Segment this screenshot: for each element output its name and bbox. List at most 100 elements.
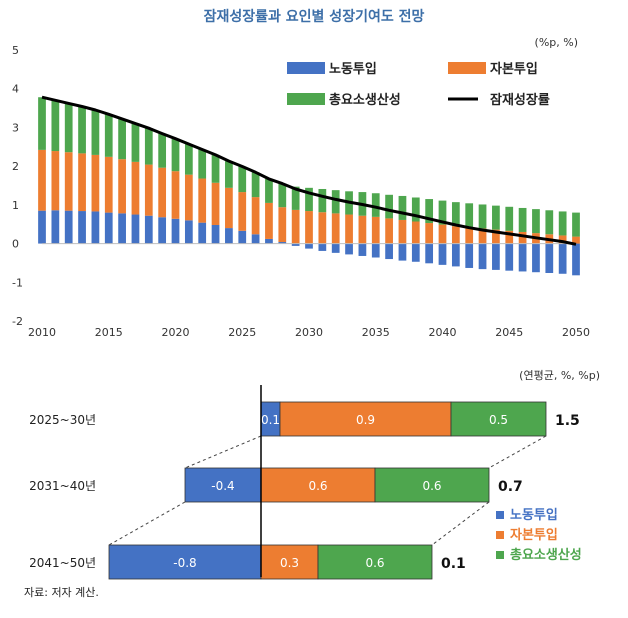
y-tick-label: 4 (12, 83, 19, 96)
bar-segment-capital (265, 202, 273, 239)
bar-segment-tfp (251, 172, 260, 198)
bar-segment-capital (345, 214, 353, 244)
bar-segment-tfp (545, 210, 554, 235)
value-label-capital: 0.3 (280, 556, 299, 570)
bar-segment-labor (398, 243, 407, 261)
bar-segment-labor (184, 220, 193, 244)
bar-segment-labor (411, 243, 420, 262)
bar-segment-labor (131, 214, 140, 244)
bar-segment-capital (184, 174, 193, 221)
legend-label-line: 잠재성장률 (490, 92, 550, 108)
bar-segment-labor (572, 243, 580, 276)
bar-segment-labor (451, 243, 460, 267)
value-label-tfp: 0.6 (422, 479, 441, 493)
bar-tfp (317, 544, 433, 580)
bar-segment-capital (211, 182, 220, 225)
value-label-labor: -0.8 (173, 556, 196, 570)
bar-segment-labor (64, 210, 73, 244)
legend-swatch (496, 551, 504, 559)
bar-segment-tfp (572, 212, 580, 237)
bar-capital (260, 544, 319, 580)
bar-segment-tfp (465, 203, 474, 228)
bar-segment-capital (411, 221, 420, 244)
bar-segment-tfp (144, 128, 153, 165)
period-label: 2031~40년 (29, 479, 96, 493)
bar-segment-labor (78, 211, 86, 244)
bar-segment-capital (91, 154, 100, 212)
bar-segment-labor (532, 243, 540, 273)
legend-label: 노동투입 (510, 508, 558, 523)
total-label: 0.7 (498, 479, 523, 495)
x-tick-label: 2020 (162, 326, 190, 339)
total-label: 1.5 (555, 413, 580, 429)
bar-segment-capital (478, 228, 487, 244)
bar-segment-tfp (64, 103, 73, 153)
top-stacked-bar-chart: -2 -1 0 1 2 3 4 5 2010 2015 2020 2025 2030 2035 2040 20… (12, 36, 590, 339)
bar-segment-capital (171, 171, 180, 219)
x-tick-label: 2040 (429, 326, 457, 339)
bar-labor (108, 544, 262, 580)
bar-segment-capital (144, 164, 153, 216)
bar-segment-tfp (398, 195, 407, 220)
bar-segment-labor (51, 210, 60, 244)
potential-growth-line (41, 95, 577, 246)
source-note: 자료: 저자 계산. (24, 586, 99, 599)
bar-segment-capital (451, 226, 460, 244)
value-label-tfp: 0.5 (489, 413, 508, 427)
bar-segment-labor (358, 243, 367, 256)
legend-swatch-tfp (287, 93, 325, 105)
bar-segment-labor (144, 215, 153, 244)
bar-segment-labor (545, 243, 554, 273)
bar-segment-labor (91, 211, 100, 244)
y-tick-label: -2 (12, 315, 23, 328)
bar-segment-tfp (331, 190, 340, 214)
connector-left (184, 435, 262, 469)
bar-tfp (374, 467, 490, 503)
bar-segment-tfp (131, 123, 140, 162)
bar-capital (260, 467, 376, 503)
bar-segment-tfp (38, 97, 46, 150)
bar-segment-labor (158, 217, 167, 244)
y-tick-label: -1 (12, 276, 23, 289)
x-tick-label: 2045 (495, 326, 523, 339)
bar-segment-labor (238, 230, 247, 244)
bar-segment-labor (438, 243, 447, 265)
bar-segment-tfp (371, 193, 380, 217)
bar-segment-labor (331, 243, 340, 253)
bar-segment-capital (425, 223, 434, 244)
period-label: 2041~50년 (29, 556, 96, 570)
bar-capital (279, 401, 452, 437)
bar-segment-labor (305, 243, 313, 249)
bar-segment-labor (465, 243, 474, 268)
legend-label-capital: 자본투입 (490, 62, 538, 77)
bar-segment-labor (251, 234, 260, 244)
value-label-labor: 0.1 (261, 413, 280, 427)
bar-segment-tfp (104, 114, 113, 157)
bar-segment-tfp (238, 166, 247, 193)
bar-segment-capital (131, 161, 140, 215)
bar-segment-capital (64, 152, 73, 211)
x-tick-label: 2025 (228, 326, 256, 339)
bar-segment-capital (331, 213, 340, 244)
bar-tfp (450, 401, 547, 437)
x-tick-label: 2015 (95, 326, 123, 339)
bar-segment-capital (572, 236, 580, 244)
value-label-tfp: 0.6 (365, 556, 384, 570)
bar-segment-labor (278, 242, 287, 244)
bar-segment-capital (318, 212, 327, 244)
bar-segment-labor (38, 210, 46, 244)
bar-segment-labor (558, 243, 567, 274)
bar-segment-capital (158, 167, 167, 218)
bar-segment-tfp (118, 118, 126, 160)
bar-segment-capital (558, 235, 567, 244)
bar-segment-capital (251, 197, 260, 235)
bar-segment-tfp (385, 194, 393, 219)
bar-segment-capital (492, 229, 500, 244)
x-tick-label: 2030 (295, 326, 323, 339)
bar-segment-capital (38, 149, 46, 211)
bar-segment-tfp (291, 186, 300, 210)
bar-segment-capital (385, 218, 393, 244)
bar-segment-capital (505, 230, 514, 244)
bar-segment-capital (398, 219, 407, 244)
connector-right (488, 435, 547, 469)
